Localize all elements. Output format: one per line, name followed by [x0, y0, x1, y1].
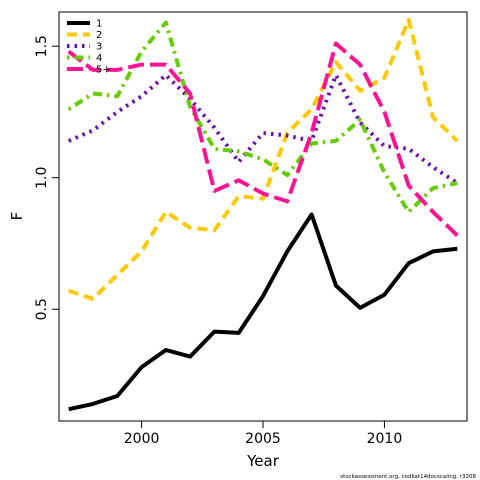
- series-line-5: [67, 41, 459, 238]
- series-line-3: [67, 73, 459, 185]
- x-axis-title: Year: [246, 452, 280, 470]
- legend-label: 1: [96, 19, 102, 30]
- x-tick-label: 2000: [124, 431, 160, 447]
- y-axis: 0.5 1.0 1.5: [34, 35, 59, 320]
- y-tick-label: 1.0: [34, 167, 50, 189]
- y-tick-label: 1.5: [34, 35, 50, 57]
- y-tick-label: 0.5: [34, 298, 50, 320]
- plot-frame: [58, 11, 468, 422]
- legend-label: 5+: [96, 65, 111, 76]
- x-tick-label: 2010: [367, 431, 403, 447]
- footnote: stockassessment.org, codkat14docscaling,…: [340, 474, 476, 480]
- series-line-4: [67, 20, 458, 214]
- x-tick-label: 2005: [245, 431, 281, 447]
- x-axis: 2000 2005 2010: [124, 421, 402, 447]
- legend-label: 3: [96, 42, 102, 53]
- legend-label: 4: [96, 53, 102, 64]
- series-lines: [67, 17, 459, 412]
- series-line-1: [68, 212, 458, 412]
- series-line-2: [68, 17, 459, 301]
- y-axis-title: F: [8, 212, 26, 221]
- legend-label: 2: [96, 30, 102, 41]
